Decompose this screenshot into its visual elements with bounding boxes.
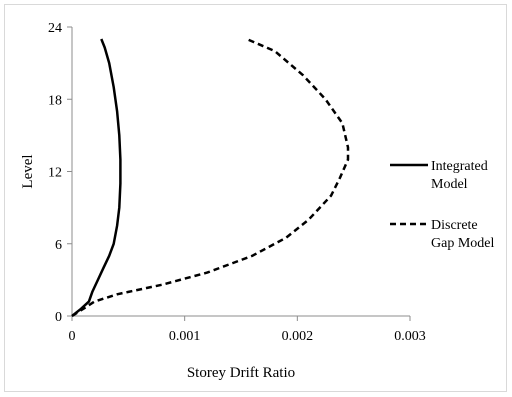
x-tick-label: 0.001 <box>169 329 201 344</box>
y-tick-label: 24 <box>48 21 62 36</box>
series-lines <box>71 37 350 318</box>
legend: Integrated Model Discrete Gap Model <box>390 159 494 251</box>
x-tick-label: 0.003 <box>394 329 426 344</box>
axes <box>67 26 411 321</box>
y-axis-title: Level <box>20 154 36 188</box>
y-tick-label: 0 <box>55 310 62 325</box>
tick-labels: 0 6 12 18 24 0 0.001 0.002 0.003 <box>48 21 426 344</box>
x-axis-title: Storey Drift Ratio <box>187 365 295 381</box>
y-tick-label: 18 <box>48 93 62 108</box>
series-line-0 <box>71 38 122 317</box>
legend-label: Discrete Gap Model <box>431 218 494 251</box>
x-tick-label: 0 <box>69 329 76 344</box>
y-tick-label: 6 <box>55 238 62 253</box>
series-line-1 <box>71 37 350 318</box>
legend-label: Integrated Model <box>431 159 488 192</box>
x-tick-label: 0.002 <box>282 329 314 344</box>
y-tick-label: 12 <box>48 166 62 181</box>
chart-frame <box>4 4 507 392</box>
